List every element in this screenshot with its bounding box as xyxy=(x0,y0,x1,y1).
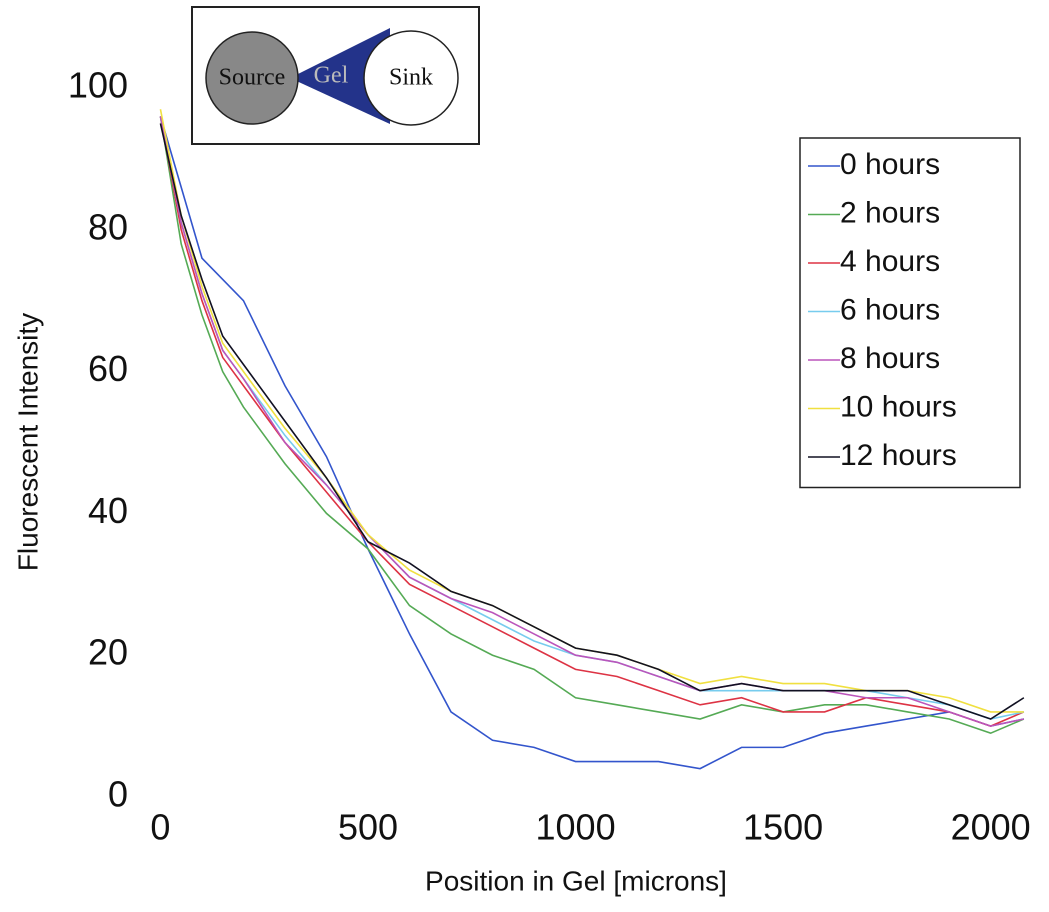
x-tick-label: 1500 xyxy=(743,807,823,848)
y-tick-label: 100 xyxy=(68,65,128,106)
x-tick-label: 1000 xyxy=(536,807,616,848)
y-tick-label: 60 xyxy=(88,348,128,389)
sink-label: Sink xyxy=(389,65,433,91)
source-label: Source xyxy=(219,65,286,91)
y-tick-label: 0 xyxy=(108,774,128,815)
data-line xyxy=(159,116,1025,727)
x-axis-label: Position in Gel [microns] xyxy=(425,865,727,896)
legend-label: 12 hours xyxy=(840,439,957,472)
x-tick-label: 500 xyxy=(338,807,398,848)
y-tick-label: 20 xyxy=(88,632,128,673)
source-circle xyxy=(205,31,299,125)
y-tick-label: 80 xyxy=(88,206,128,247)
x-tick-label: 2000 xyxy=(951,807,1031,848)
gel-label: Gel xyxy=(314,63,349,89)
y-axis-label: Fluorescent Intensity xyxy=(12,313,43,571)
sink-circle xyxy=(363,30,459,126)
legend-label: 10 hours xyxy=(840,390,957,423)
legend-label: 0 hours xyxy=(840,148,940,181)
x-tick-label: 0 xyxy=(150,807,170,848)
data-line xyxy=(159,116,1025,735)
legend-label: 8 hours xyxy=(840,342,940,375)
legend-label: 6 hours xyxy=(840,293,940,326)
legend-label: 2 hours xyxy=(840,196,940,229)
inset-diagram: Source Gel Sink xyxy=(191,6,480,145)
gel-shape xyxy=(290,28,390,124)
legend-label: 4 hours xyxy=(840,245,940,278)
data-line xyxy=(159,116,1025,727)
legend-box xyxy=(799,137,1021,489)
data-line xyxy=(159,123,1025,720)
data-line xyxy=(159,116,1025,770)
y-tick-label: 40 xyxy=(88,490,128,531)
